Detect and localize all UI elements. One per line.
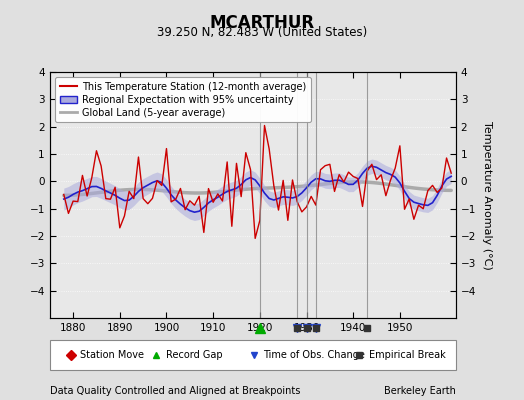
Text: Station Move: Station Move <box>80 350 144 360</box>
Legend: This Temperature Station (12-month average), Regional Expectation with 95% uncer: This Temperature Station (12-month avera… <box>54 77 311 122</box>
FancyBboxPatch shape <box>50 340 456 370</box>
Text: 39.250 N, 82.483 W (United States): 39.250 N, 82.483 W (United States) <box>157 26 367 39</box>
Text: Time of Obs. Change: Time of Obs. Change <box>263 350 365 360</box>
Y-axis label: Temperature Anomaly (°C): Temperature Anomaly (°C) <box>482 121 492 269</box>
Text: Berkeley Earth: Berkeley Earth <box>384 386 456 396</box>
Text: Record Gap: Record Gap <box>166 350 222 360</box>
Text: Data Quality Controlled and Aligned at Breakpoints: Data Quality Controlled and Aligned at B… <box>50 386 300 396</box>
Text: MCARTHUR: MCARTHUR <box>210 14 314 32</box>
Text: Empirical Break: Empirical Break <box>368 350 445 360</box>
